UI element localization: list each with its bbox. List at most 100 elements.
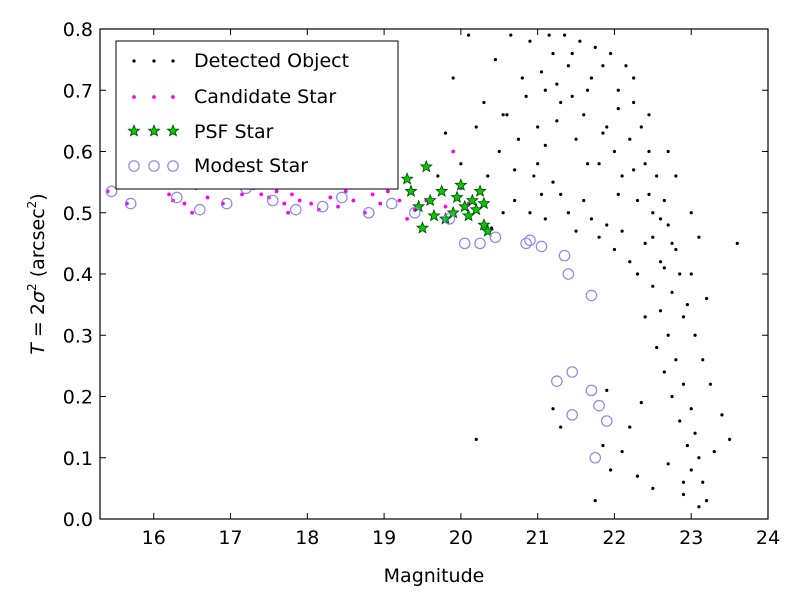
detected-object-point bbox=[620, 450, 624, 454]
detected-object-point bbox=[601, 443, 605, 448]
legend-marker-candidate-star bbox=[131, 94, 137, 100]
detected-object-point bbox=[658, 217, 663, 221]
detected-object-point bbox=[513, 198, 517, 203]
x-tick-label: 19 bbox=[372, 527, 396, 549]
modest-star-point bbox=[524, 234, 536, 247]
modest-star-point bbox=[266, 194, 279, 207]
detected-object-point bbox=[528, 39, 532, 43]
legend-markers bbox=[127, 59, 180, 172]
modest-star-point bbox=[194, 203, 206, 216]
candidate-star-point bbox=[204, 194, 211, 201]
modest-star-point bbox=[535, 240, 548, 253]
detected-object-point bbox=[559, 100, 563, 105]
x-tick-label: 17 bbox=[218, 527, 242, 549]
psf-star-point bbox=[461, 208, 476, 222]
detected-object-point bbox=[662, 198, 666, 203]
detected-object-point bbox=[655, 174, 659, 178]
detected-object-point bbox=[658, 309, 663, 313]
detected-object-point bbox=[708, 382, 713, 386]
detected-object-point bbox=[605, 125, 609, 129]
y-axis-title: T = 2σ2 (arcsec2) bbox=[25, 193, 49, 354]
detected-object-point bbox=[555, 119, 559, 123]
detected-object-point bbox=[689, 211, 693, 215]
modest-star-point bbox=[336, 191, 348, 204]
detected-object-point bbox=[505, 113, 509, 117]
axis-ticks: 16 17 18 19 20 21 22 23 24 0.0 0.1 0.2 0.3 0.4 0.5 0.6 0… bbox=[63, 19, 780, 549]
legend-marker-detected-object bbox=[132, 59, 136, 63]
y-tick-label: 0.6 bbox=[63, 142, 93, 164]
psf-star-point bbox=[450, 190, 464, 204]
legend-marker-modest-star bbox=[167, 160, 179, 172]
candidate-star-point bbox=[377, 200, 383, 207]
candidate-star-point bbox=[285, 210, 291, 216]
y-tick-label: 0.0 bbox=[63, 509, 93, 531]
y-tick-label: 0.2 bbox=[63, 387, 93, 409]
modest-star-point bbox=[520, 237, 532, 250]
modest-star-point bbox=[593, 399, 605, 412]
detected-object-point bbox=[585, 162, 590, 166]
detected-object-point bbox=[681, 382, 686, 386]
detected-object-point bbox=[574, 229, 578, 233]
detected-object-point bbox=[539, 192, 544, 196]
psf-star-point bbox=[404, 184, 418, 197]
detected-object-point bbox=[451, 76, 455, 80]
detected-object-point bbox=[674, 358, 678, 362]
psf-star-point bbox=[481, 224, 495, 237]
detected-object-point bbox=[513, 168, 517, 172]
psf-star-point bbox=[477, 196, 491, 210]
candidate-star-point bbox=[404, 216, 410, 222]
y-tick-label: 0.5 bbox=[63, 203, 93, 225]
x-tick-label: 20 bbox=[449, 527, 473, 549]
detected-object-point bbox=[655, 345, 659, 350]
legend: Detected Object Candidate Star PSF Star … bbox=[115, 40, 399, 190]
legend-marker-modest-star bbox=[128, 160, 140, 172]
detected-object-point bbox=[605, 388, 609, 392]
detected-object-point bbox=[482, 100, 486, 105]
y-tick-label: 0.3 bbox=[63, 325, 93, 347]
candidate-star-point bbox=[450, 148, 456, 155]
modest-star-point bbox=[474, 237, 486, 250]
detected-object-point bbox=[662, 266, 666, 270]
candidate-star-point bbox=[289, 191, 295, 198]
detected-object-point bbox=[551, 180, 555, 184]
detected-object-point bbox=[474, 125, 478, 129]
detected-object-point bbox=[689, 272, 693, 276]
detected-object-point bbox=[697, 456, 701, 460]
detected-object-point bbox=[616, 107, 620, 111]
x-tick-label: 22 bbox=[602, 527, 626, 549]
psf-star-point bbox=[477, 218, 491, 231]
candidate-star-point bbox=[396, 197, 403, 204]
detected-object-point bbox=[701, 358, 705, 362]
x-tick-label: 23 bbox=[679, 527, 703, 549]
y-tick-label: 0.4 bbox=[63, 264, 93, 286]
candidate-star-point bbox=[273, 188, 280, 195]
detected-object-point bbox=[543, 217, 547, 221]
detected-object-point bbox=[670, 394, 674, 399]
modest-star-point bbox=[562, 268, 575, 280]
detected-object-point bbox=[597, 235, 601, 239]
detected-object-point bbox=[693, 333, 697, 337]
modest-star-point bbox=[566, 409, 579, 421]
detected-object-point bbox=[635, 272, 640, 276]
detected-object-point bbox=[559, 192, 563, 196]
detected-object-point bbox=[678, 419, 682, 423]
detected-object-point bbox=[681, 492, 686, 497]
detected-object-point bbox=[486, 174, 490, 178]
modest-star-point bbox=[362, 206, 375, 219]
modest-star-point bbox=[458, 237, 471, 250]
modest-star-point bbox=[289, 203, 302, 216]
candidate-star-point bbox=[189, 210, 195, 216]
detected-object-point bbox=[532, 174, 536, 178]
modest-star-point bbox=[566, 366, 579, 378]
detected-object-point bbox=[616, 88, 620, 92]
detected-object-point bbox=[651, 235, 655, 239]
modest-star-point bbox=[551, 375, 563, 387]
detected-object-point bbox=[720, 413, 724, 417]
detected-object-point bbox=[628, 425, 632, 429]
detected-object-point bbox=[735, 241, 739, 245]
candidate-star-point bbox=[335, 203, 341, 210]
candidate-star-point bbox=[350, 197, 357, 204]
detected-object-point bbox=[681, 480, 686, 484]
detected-object-point bbox=[543, 88, 547, 92]
detected-object-point bbox=[632, 168, 636, 172]
